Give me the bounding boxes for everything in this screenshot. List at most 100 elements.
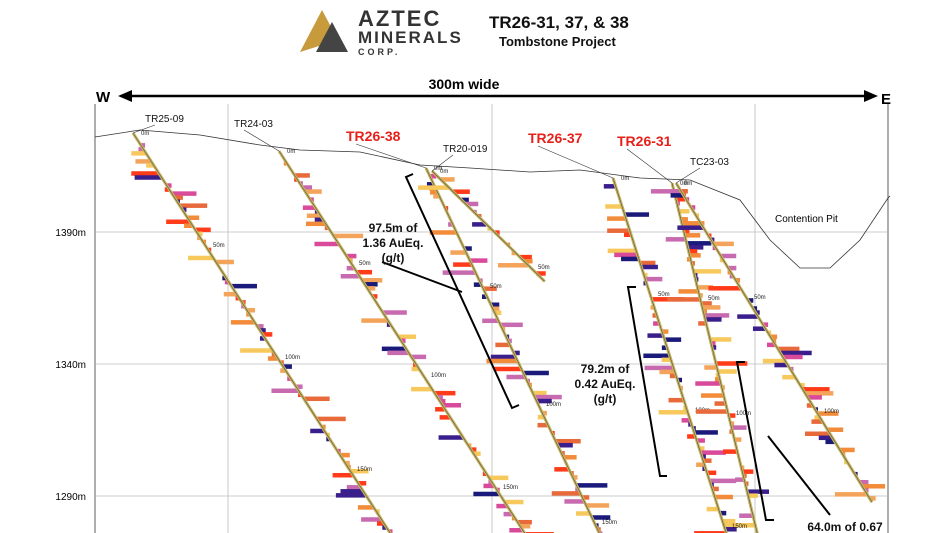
depth-label: 50m [490,284,502,290]
depth-label: 50m [754,295,766,301]
assay-bar [739,513,753,518]
drillhole-core [612,177,727,533]
intercept-bracket [626,286,667,477]
leader-arrow [381,261,463,293]
assay-bar [777,346,800,352]
assay-bar [714,494,733,500]
assay-bar [361,318,388,323]
assay-bar [704,365,717,370]
assay-bar [806,403,813,408]
assay-bar [537,422,548,428]
assay-bar [302,205,316,210]
assay-bar [361,278,383,283]
assay-bar [599,531,603,533]
assay-bar [376,521,384,526]
assay-bar [398,334,417,339]
assay-bar [686,241,712,246]
assay-bar [650,189,681,194]
assay-bar [434,390,456,396]
assay-bar [681,221,705,226]
assay-bar [230,320,255,325]
assay-bar [715,361,748,366]
assay-bar [511,250,516,256]
assay-bar [690,205,696,210]
assay-bar [166,183,172,188]
assay-bar [825,439,835,445]
assay-bar [814,415,820,420]
assay-bar [586,503,610,508]
intercept-label: (g/t) [594,392,617,406]
assay-bar [743,473,747,478]
assay-bar [490,354,516,360]
assay-bar [670,193,684,198]
assay-bar [717,369,737,374]
assay-bar [675,197,686,202]
assay-bar [624,212,650,217]
assay-bar [818,435,833,441]
assay-bar [223,291,237,297]
assay-bar [710,337,732,342]
assay-bar [400,338,406,344]
assay-bar [532,390,547,396]
assay-bar [490,302,500,307]
depth-label: 0m [440,169,448,175]
assay-bar [734,437,742,442]
hole-label: TR24-03 [234,119,273,130]
assay-bar [719,257,724,263]
assay-bar [575,487,579,492]
assay-bar [702,305,721,310]
assay-bar [582,495,590,500]
assay-bar [262,332,273,337]
assay-bar [862,484,886,489]
assay-bar [687,245,704,250]
assay-bar [246,308,256,313]
assay-bar [131,151,146,156]
assay-bar [607,248,637,254]
assay-bar [643,280,647,286]
assay-bar [697,285,713,290]
assay-bar [387,350,409,356]
assay-bar [452,189,470,194]
assay-bar [678,289,699,294]
depth-label: 50m [708,296,720,302]
assay-bar [442,403,461,408]
assay-bar [699,293,703,298]
assay-bar [439,415,451,420]
assay-bar [664,337,682,342]
assay-bar [179,203,208,208]
intercept-label: 0.42 AuEq. [575,377,636,391]
logo: AZTEC MINERALS CORP. [300,6,461,57]
assay-bar [805,391,834,396]
assay-bar [519,254,532,260]
assay-bar [271,388,299,393]
assay-bar [802,387,830,392]
width-label: 300m wide [429,76,500,92]
assay-bar [704,313,730,318]
assay-bar [701,301,712,306]
assay-bar [426,182,434,187]
assay-bar [382,525,387,530]
assay-bar [811,419,823,424]
assay-bar [361,517,382,522]
assay-bar [481,294,487,299]
assay-bar [332,472,353,478]
title: TR26-31, 37, & 38 [489,13,629,32]
assay-bar [411,354,427,360]
assay-bar [271,352,276,357]
assay-bar [435,407,445,412]
assay-bar [572,475,578,480]
assay-bar [440,177,455,182]
depth-label: 150m [503,485,518,491]
assay-bar [687,434,696,439]
depth-label: 0m [680,181,688,187]
assay-bar [493,366,522,372]
assay-bar [283,364,292,369]
depth-label: 50m [538,265,550,271]
assay-bar [504,499,524,505]
logo-mark [316,22,348,52]
assay-bar [224,279,229,285]
assay-bar [713,241,734,247]
assay-bar [536,271,546,276]
topography [94,129,891,269]
